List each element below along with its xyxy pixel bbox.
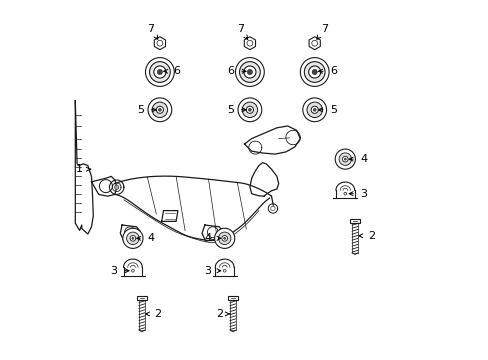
- Circle shape: [214, 228, 234, 248]
- Circle shape: [306, 102, 322, 117]
- Circle shape: [242, 102, 257, 117]
- Text: 5: 5: [137, 105, 144, 115]
- Text: 2: 2: [215, 309, 223, 319]
- Circle shape: [342, 156, 347, 162]
- Circle shape: [246, 40, 252, 46]
- Circle shape: [145, 58, 174, 86]
- Circle shape: [126, 232, 139, 244]
- Circle shape: [131, 269, 134, 272]
- Circle shape: [313, 108, 315, 111]
- Circle shape: [311, 40, 317, 46]
- Circle shape: [343, 192, 346, 195]
- Circle shape: [238, 98, 261, 122]
- Circle shape: [132, 237, 134, 239]
- Circle shape: [244, 66, 255, 78]
- Text: 6: 6: [173, 66, 180, 76]
- Text: 4: 4: [360, 154, 367, 164]
- Text: 3: 3: [360, 189, 367, 199]
- Circle shape: [270, 206, 275, 211]
- Text: 5: 5: [227, 105, 234, 115]
- Circle shape: [130, 235, 136, 241]
- Circle shape: [218, 232, 230, 244]
- Text: 3: 3: [204, 266, 211, 276]
- Circle shape: [344, 158, 346, 160]
- Circle shape: [156, 106, 163, 113]
- Text: 1: 1: [76, 164, 83, 174]
- Circle shape: [154, 66, 165, 78]
- Text: 7: 7: [147, 24, 154, 34]
- Circle shape: [310, 106, 318, 113]
- Circle shape: [152, 102, 167, 117]
- Text: 4: 4: [204, 233, 211, 243]
- Polygon shape: [349, 219, 359, 223]
- Polygon shape: [154, 37, 165, 50]
- Circle shape: [335, 149, 355, 169]
- Polygon shape: [137, 296, 146, 300]
- Circle shape: [149, 62, 170, 82]
- Circle shape: [157, 40, 163, 46]
- Text: 2: 2: [154, 309, 162, 319]
- Text: 4: 4: [147, 233, 154, 243]
- Circle shape: [157, 69, 162, 75]
- Circle shape: [122, 228, 142, 248]
- Text: 6: 6: [329, 66, 337, 76]
- Circle shape: [311, 69, 317, 75]
- Circle shape: [223, 269, 225, 272]
- Circle shape: [223, 237, 225, 239]
- Circle shape: [308, 66, 320, 78]
- Text: 7: 7: [320, 24, 327, 34]
- Circle shape: [248, 108, 251, 111]
- Text: 7: 7: [236, 24, 243, 34]
- Circle shape: [114, 185, 119, 189]
- Circle shape: [239, 62, 260, 82]
- Text: 5: 5: [329, 105, 337, 115]
- Text: 2: 2: [367, 231, 374, 241]
- Text: 6: 6: [227, 66, 234, 76]
- Polygon shape: [244, 37, 255, 50]
- Polygon shape: [308, 37, 320, 50]
- Circle shape: [247, 69, 252, 75]
- Circle shape: [222, 235, 227, 241]
- Circle shape: [302, 98, 326, 122]
- Circle shape: [235, 58, 264, 86]
- Circle shape: [338, 153, 351, 165]
- Polygon shape: [228, 296, 237, 300]
- Circle shape: [158, 108, 161, 111]
- Circle shape: [304, 62, 325, 82]
- Circle shape: [246, 106, 253, 113]
- Circle shape: [300, 58, 328, 86]
- Text: 3: 3: [110, 266, 118, 276]
- Circle shape: [148, 98, 171, 122]
